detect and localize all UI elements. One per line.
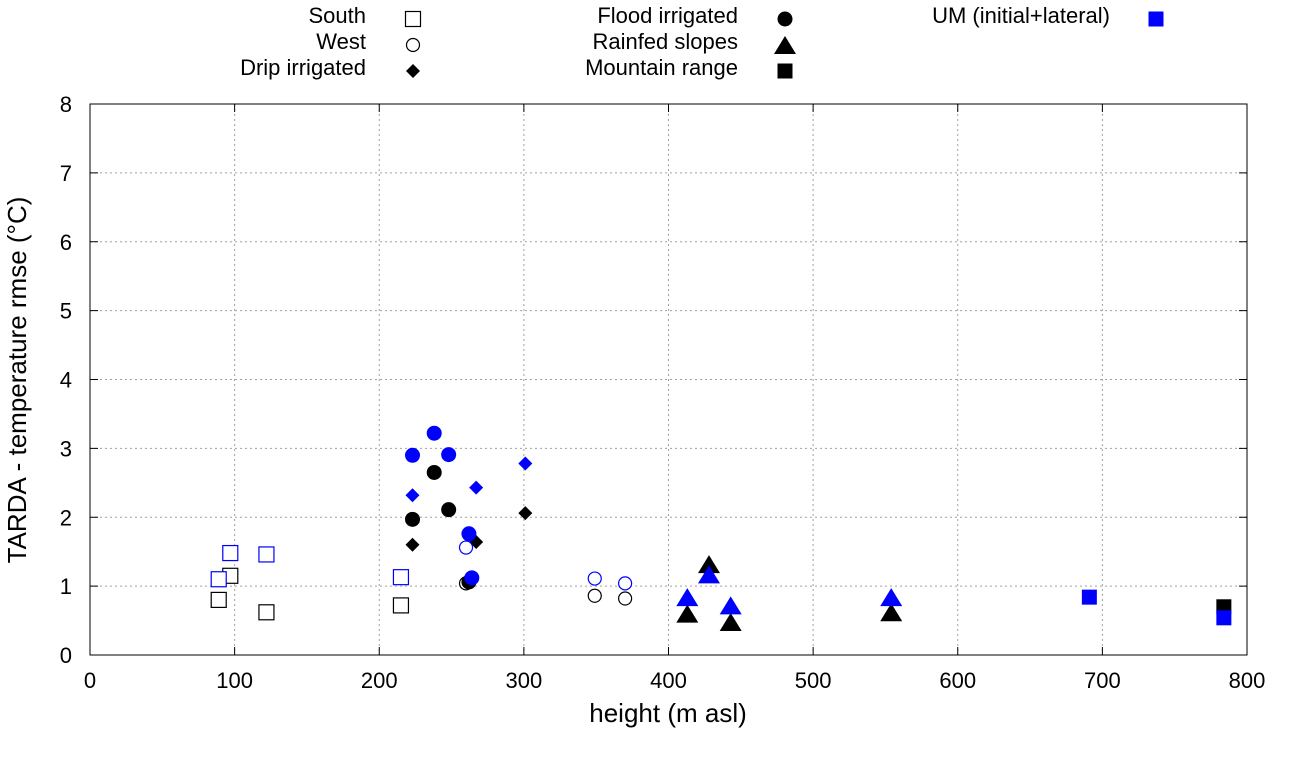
data-point bbox=[222, 544, 239, 562]
data-point bbox=[458, 540, 474, 555]
data-point bbox=[518, 506, 533, 521]
data-point bbox=[441, 447, 457, 463]
x-tick-label: 500 bbox=[795, 668, 832, 693]
y-tick-label: 8 bbox=[60, 92, 72, 117]
axis-ticks: 0 100 200 300 400 500 600 700 800 0 1 2 3 4 5 6 7 8 bbox=[60, 92, 1266, 693]
y-tick-label: 6 bbox=[60, 230, 72, 255]
legend-label: West bbox=[316, 29, 366, 54]
legend-label: UM (initial+lateral) bbox=[932, 3, 1110, 28]
x-tick-label: 200 bbox=[361, 668, 398, 693]
data-point bbox=[880, 603, 903, 622]
legend-marker bbox=[777, 63, 793, 79]
x-tick-label: 800 bbox=[1229, 668, 1266, 693]
data-point bbox=[258, 546, 275, 563]
legend-marker bbox=[406, 64, 420, 78]
data-point bbox=[1081, 589, 1097, 605]
data-point bbox=[697, 565, 720, 584]
data-point bbox=[618, 591, 633, 606]
data-point bbox=[210, 571, 227, 588]
data-point bbox=[697, 555, 720, 574]
data-point bbox=[210, 591, 227, 609]
legend-label: Mountain range bbox=[585, 55, 738, 80]
data-point bbox=[719, 612, 742, 631]
legend-label: South bbox=[309, 3, 367, 28]
data-point bbox=[405, 488, 420, 503]
data-point bbox=[392, 569, 410, 586]
data-point bbox=[464, 570, 480, 586]
data-point bbox=[405, 511, 421, 527]
legend-label: Flood irrigated bbox=[597, 3, 738, 28]
data-point bbox=[405, 537, 420, 552]
y-tick-label: 5 bbox=[60, 299, 72, 324]
data-point bbox=[258, 604, 275, 621]
x-tick-label: 600 bbox=[939, 668, 976, 693]
data-point bbox=[676, 588, 699, 607]
data-point bbox=[461, 526, 477, 542]
data-point bbox=[392, 597, 410, 614]
data-point bbox=[618, 576, 633, 591]
data-point bbox=[1216, 610, 1232, 626]
legend-label: Drip irrigated bbox=[240, 55, 366, 80]
legend-marker bbox=[777, 11, 793, 27]
legend-marker bbox=[774, 36, 796, 54]
data-point bbox=[405, 447, 421, 463]
legend-label: Rainfed slopes bbox=[592, 29, 738, 54]
y-tick-label: 1 bbox=[60, 574, 72, 599]
data-point bbox=[441, 502, 457, 518]
grid bbox=[90, 104, 1247, 655]
y-axis-title: TARDA - temperature rmse (°C) bbox=[2, 197, 32, 564]
y-tick-label: 0 bbox=[60, 643, 72, 668]
x-tick-label: 0 bbox=[84, 668, 96, 693]
y-tick-label: 3 bbox=[60, 436, 72, 461]
x-tick-label: 700 bbox=[1084, 668, 1121, 693]
data-point bbox=[587, 588, 602, 603]
data-point bbox=[426, 464, 442, 480]
y-tick-label: 4 bbox=[60, 368, 72, 393]
data-point bbox=[518, 456, 533, 471]
data-point bbox=[587, 571, 602, 586]
x-tick-label: 100 bbox=[216, 668, 253, 693]
data-point bbox=[469, 480, 484, 495]
data-point bbox=[880, 588, 903, 607]
legend-marker bbox=[405, 37, 421, 53]
data-point bbox=[719, 596, 742, 615]
data-point bbox=[426, 425, 442, 441]
y-tick-label: 7 bbox=[60, 161, 72, 186]
data-point bbox=[676, 604, 699, 623]
x-axis-title: height (m asl) bbox=[589, 698, 747, 728]
x-tick-label: 300 bbox=[506, 668, 543, 693]
y-tick-label: 2 bbox=[60, 505, 72, 530]
legend-marker bbox=[1148, 11, 1164, 27]
legend-marker bbox=[404, 10, 422, 28]
data-points bbox=[210, 425, 1232, 631]
x-tick-label: 400 bbox=[650, 668, 687, 693]
